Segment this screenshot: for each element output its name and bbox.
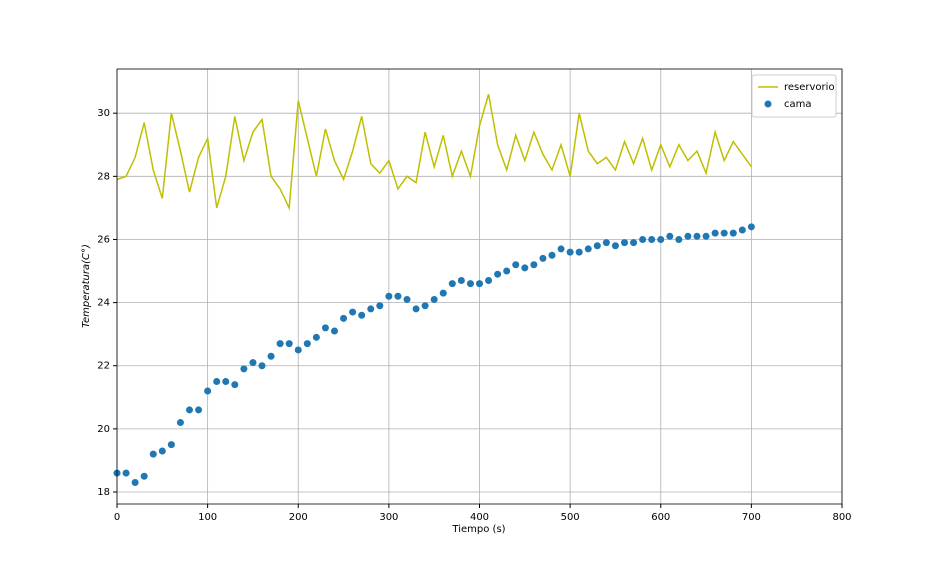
point	[195, 406, 203, 414]
point	[738, 226, 746, 234]
x-tick-label: 200	[289, 512, 308, 523]
point	[521, 264, 529, 272]
point	[648, 235, 656, 243]
x-tick-label: 500	[561, 512, 580, 523]
point	[303, 340, 311, 348]
y-tick-label: 20	[97, 424, 110, 435]
point	[702, 232, 710, 240]
point	[331, 327, 338, 335]
point	[403, 295, 411, 303]
point	[158, 447, 166, 455]
point	[539, 254, 547, 262]
point	[376, 302, 384, 310]
point	[140, 472, 148, 480]
y-tick-label: 26	[97, 234, 110, 245]
point	[729, 229, 737, 237]
y-tick-label: 24	[97, 298, 110, 309]
point	[176, 419, 184, 427]
y-tick-label: 18	[97, 487, 110, 498]
legend-swatch	[764, 100, 772, 108]
point	[122, 469, 130, 477]
point	[222, 378, 230, 386]
point	[213, 378, 221, 386]
x-tick-label: 600	[651, 512, 670, 523]
legend-label: reservorio	[784, 82, 835, 93]
point	[494, 270, 502, 278]
point	[512, 261, 520, 269]
point	[503, 267, 511, 275]
point	[349, 308, 357, 316]
point	[358, 311, 366, 319]
point	[231, 381, 239, 389]
point	[747, 223, 755, 231]
point	[566, 248, 574, 256]
point	[321, 324, 329, 332]
x-tick-label: 800	[832, 512, 851, 523]
point	[639, 235, 647, 243]
line	[116, 94, 752, 211]
point	[485, 277, 493, 285]
point	[204, 387, 212, 395]
point	[584, 245, 592, 253]
point	[548, 251, 556, 259]
point	[630, 239, 638, 247]
point	[693, 232, 701, 240]
point	[131, 479, 139, 487]
point	[385, 292, 393, 300]
point	[367, 305, 375, 313]
point	[720, 229, 728, 237]
point	[602, 239, 610, 247]
point	[666, 232, 674, 240]
legend	[751, 74, 837, 118]
point	[621, 239, 628, 247]
point	[294, 346, 302, 354]
point	[466, 280, 474, 288]
y-tick-label: 30	[97, 108, 110, 119]
y-tick-label: 22	[97, 361, 110, 372]
point	[611, 242, 619, 250]
point	[240, 365, 248, 373]
point	[276, 340, 284, 348]
point	[249, 359, 257, 367]
y-tick-label: 28	[97, 171, 110, 182]
point	[412, 305, 420, 313]
point	[312, 333, 320, 341]
point	[575, 248, 583, 256]
point	[457, 277, 465, 285]
point	[394, 292, 402, 300]
point	[430, 295, 438, 303]
point	[657, 235, 665, 243]
plot-frame	[116, 68, 843, 505]
point	[593, 242, 601, 250]
x-tick-label: 100	[198, 512, 217, 523]
point	[675, 235, 683, 243]
point	[267, 352, 275, 360]
point	[340, 314, 348, 322]
y-axis-label: Temperatura(C°)	[81, 244, 92, 328]
point	[711, 229, 719, 237]
x-axis-label: Tiempo (s)	[451, 524, 505, 535]
point	[476, 280, 483, 288]
x-tick-label: 700	[742, 512, 761, 523]
x-tick-label: 300	[379, 512, 398, 523]
x-tick-label: 0	[114, 512, 120, 523]
point	[149, 450, 157, 458]
point	[557, 245, 565, 253]
point	[186, 406, 193, 414]
point	[421, 302, 429, 310]
x-tick-label: 400	[470, 512, 489, 523]
point	[439, 289, 447, 297]
point	[684, 232, 692, 240]
point	[167, 441, 175, 449]
point	[530, 261, 538, 269]
point	[448, 280, 456, 288]
point	[285, 340, 293, 348]
point	[258, 362, 266, 370]
legend-label: cama	[784, 99, 812, 110]
